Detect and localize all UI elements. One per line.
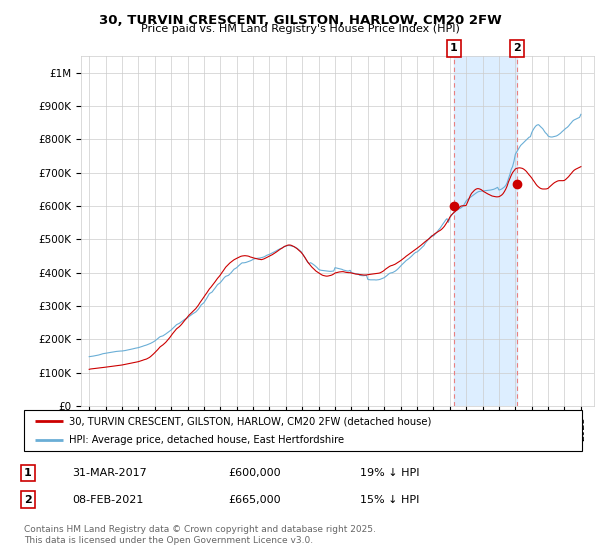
Text: 1: 1 [24, 468, 32, 478]
Text: HPI: Average price, detached house, East Hertfordshire: HPI: Average price, detached house, East… [68, 435, 344, 445]
Text: 30, TURVIN CRESCENT, GILSTON, HARLOW, CM20 2FW: 30, TURVIN CRESCENT, GILSTON, HARLOW, CM… [98, 14, 502, 27]
Text: 1: 1 [450, 43, 458, 53]
Bar [454, 56, 517, 406]
Text: Contains HM Land Registry data © Crown copyright and database right 2025.
This d: Contains HM Land Registry data © Crown c… [24, 525, 376, 545]
Text: £600,000: £600,000 [228, 468, 281, 478]
Text: 30, TURVIN CRESCENT, GILSTON, HARLOW, CM20 2FW (detached house): 30, TURVIN CRESCENT, GILSTON, HARLOW, CM… [68, 417, 431, 426]
Text: 2: 2 [24, 494, 32, 505]
Text: 08-FEB-2021: 08-FEB-2021 [72, 494, 143, 505]
Text: 19% ↓ HPI: 19% ↓ HPI [360, 468, 419, 478]
FancyBboxPatch shape [24, 410, 582, 451]
Text: 31-MAR-2017: 31-MAR-2017 [72, 468, 147, 478]
Text: 15% ↓ HPI: 15% ↓ HPI [360, 494, 419, 505]
Text: 2: 2 [513, 43, 521, 53]
Text: Price paid vs. HM Land Registry's House Price Index (HPI): Price paid vs. HM Land Registry's House … [140, 24, 460, 34]
Text: £665,000: £665,000 [228, 494, 281, 505]
